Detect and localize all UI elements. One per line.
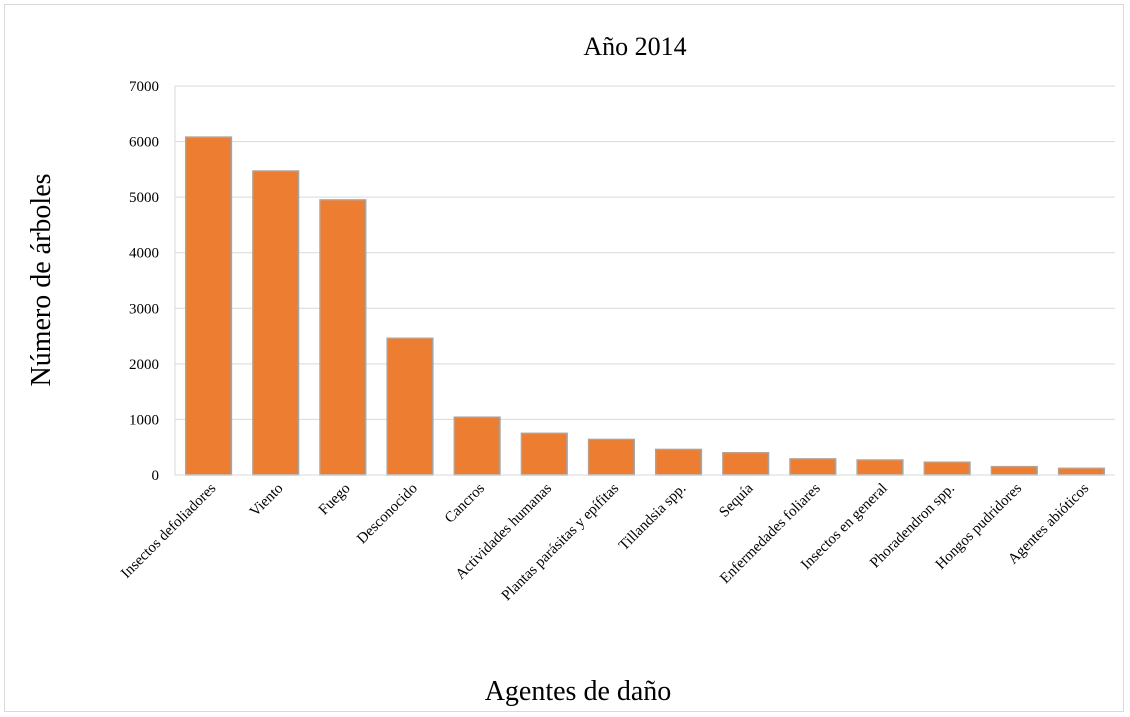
y-tick-label: 5000 bbox=[129, 190, 159, 206]
y-tick-label: 0 bbox=[152, 468, 160, 484]
x-tick-label: Plantas parásitas y epífitas bbox=[499, 480, 623, 604]
chart-title: Año 2014 bbox=[583, 32, 686, 61]
y-tick-label: 6000 bbox=[129, 135, 159, 151]
x-tick-label: Viento bbox=[247, 481, 287, 521]
x-tick-label: Tillandsia spp. bbox=[616, 481, 689, 554]
x-tick-label: Desconocido bbox=[354, 481, 421, 548]
bar bbox=[789, 458, 837, 476]
x-tick-label: Fuego bbox=[316, 481, 354, 519]
y-tick-label: 7000 bbox=[129, 79, 159, 95]
bar bbox=[453, 416, 501, 476]
x-axis-ticks: Insectos defoliadores Viento Fuego Desconoc… bbox=[118, 480, 1092, 604]
y-tick-label: 3000 bbox=[129, 301, 159, 317]
y-axis-ticks: 0 1000 2000 3000 4000 5000 6000 7000 bbox=[129, 79, 159, 484]
y-tick-label: 4000 bbox=[129, 246, 159, 262]
bar bbox=[1057, 467, 1106, 476]
bar bbox=[319, 199, 367, 476]
bar bbox=[923, 461, 971, 476]
bar bbox=[520, 432, 568, 476]
bar bbox=[856, 459, 904, 476]
bar bbox=[386, 337, 434, 476]
bars bbox=[184, 136, 1106, 476]
bar bbox=[990, 465, 1038, 476]
bar bbox=[722, 452, 770, 476]
bar bbox=[587, 438, 636, 476]
gridlines bbox=[175, 85, 1115, 420]
bar bbox=[654, 448, 703, 476]
x-tick-label: Sequía bbox=[716, 480, 756, 520]
x-tick-label: Insectos defoliadores bbox=[118, 480, 219, 581]
bar bbox=[184, 136, 233, 476]
y-tick-label: 1000 bbox=[129, 412, 159, 428]
bar bbox=[252, 170, 300, 476]
x-axis-title: Agentes de daño bbox=[485, 676, 672, 707]
y-axis-title: Número de árboles bbox=[26, 173, 57, 386]
y-tick-label: 2000 bbox=[129, 357, 159, 373]
x-tick-label: Cancros bbox=[442, 480, 488, 526]
